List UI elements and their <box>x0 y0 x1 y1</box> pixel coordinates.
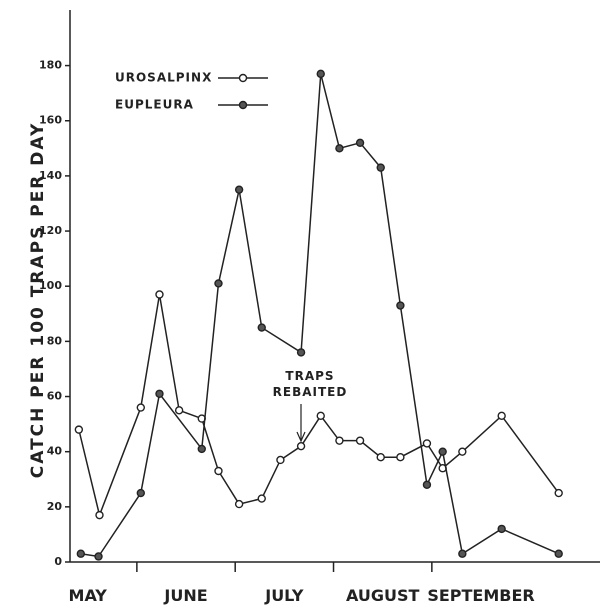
data-point <box>458 447 467 456</box>
data-point <box>396 453 405 462</box>
data-point <box>458 549 467 558</box>
x-tick-label: JULY <box>264 586 304 605</box>
y-tick-label: 180 <box>39 59 62 72</box>
legend-marker <box>238 73 248 83</box>
y-axis-label: CATCH PER 100 TRAPS PER DAY <box>28 122 48 479</box>
y-tick-label: 160 <box>39 114 62 127</box>
data-point <box>94 552 103 561</box>
data-point <box>497 411 506 421</box>
data-point <box>316 411 325 421</box>
data-point <box>355 138 365 148</box>
data-point <box>214 466 223 476</box>
x-tick-label: SEPTEMBER <box>427 586 534 605</box>
data-point <box>234 185 244 194</box>
data-point <box>335 436 344 445</box>
y-tick-label: 20 <box>47 500 63 513</box>
data-point <box>257 494 266 503</box>
data-point <box>296 348 306 357</box>
data-point <box>438 447 447 456</box>
series-line <box>78 294 560 518</box>
data-point <box>174 406 184 415</box>
y-tick-label: 100 <box>39 279 62 292</box>
data-point <box>497 524 506 534</box>
data-point <box>554 488 563 498</box>
data-point <box>197 444 206 454</box>
x-tick-label: AUGUST <box>346 586 420 605</box>
data-point <box>76 549 86 558</box>
legend-label: UROSALPINX <box>115 71 212 85</box>
data-point <box>376 163 385 172</box>
x-tick-label: JUNE <box>163 586 207 605</box>
legend-label: EUPLEURA <box>115 98 194 112</box>
data-point <box>276 455 285 465</box>
legend-marker <box>238 100 248 110</box>
data-point <box>296 441 306 451</box>
y-tick-label: 60 <box>47 390 63 403</box>
data-point <box>422 439 432 448</box>
series-line <box>80 73 560 558</box>
y-tick-label: 40 <box>47 445 63 458</box>
data-point <box>234 499 244 509</box>
annotation: REBAITED <box>273 385 348 399</box>
data-point <box>257 323 266 332</box>
data-point <box>554 549 563 558</box>
y-tick-label: 120 <box>39 224 62 237</box>
data-point <box>136 488 145 498</box>
y-tick-label: 0 <box>54 555 62 568</box>
y-tick-label: 80 <box>47 334 63 347</box>
data-point <box>95 510 104 520</box>
annotation-arrow <box>296 404 306 443</box>
data-point <box>396 301 405 310</box>
data-point <box>155 290 164 299</box>
data-point <box>214 279 223 288</box>
data-point <box>355 436 365 445</box>
x-tick-label: MAY <box>69 586 108 605</box>
data-point <box>376 453 385 462</box>
data-point <box>136 403 145 412</box>
data-point <box>335 144 344 153</box>
data-point <box>316 69 325 79</box>
annotation: TRAPS <box>285 369 334 383</box>
data-point <box>422 480 432 489</box>
data-point <box>155 389 164 398</box>
y-tick-label: 140 <box>39 169 62 182</box>
data-point <box>74 425 84 434</box>
